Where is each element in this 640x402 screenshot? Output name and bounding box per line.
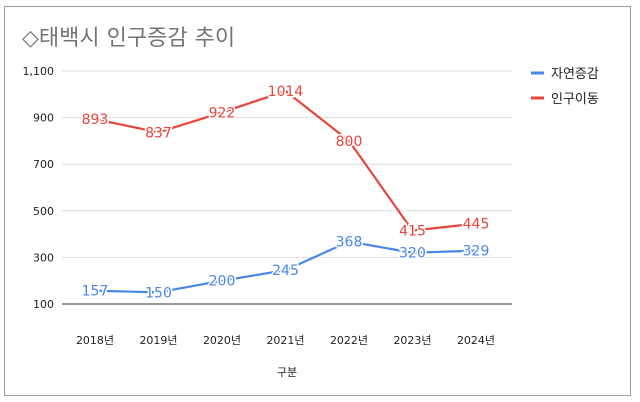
x-tick-label: 2020년 <box>203 334 241 347</box>
data-label: 157 <box>82 284 109 300</box>
legend-label: 자연증감 <box>551 67 599 82</box>
x-tick-label: 2022년 <box>330 334 368 347</box>
data-label: 445 <box>463 217 490 233</box>
x-tick-label: 2023년 <box>393 334 431 347</box>
data-label: 150 <box>145 285 172 301</box>
x-tick-label: 2021년 <box>266 334 304 347</box>
x-tick-label: 2019년 <box>139 334 177 347</box>
data-label: 893 <box>82 112 109 128</box>
y-tick-label: 900 <box>33 112 54 125</box>
legend-label: 인구이동 <box>551 92 599 107</box>
y-axis-ticks: 100 300 500 700 900 1,100 <box>23 65 55 311</box>
y-tick-label: 300 <box>33 251 54 264</box>
x-tick-label: 2018년 <box>76 334 114 347</box>
x-axis-ticks: 2018년 2019년 2020년 2021년 2022년 2023년 2024년 <box>76 334 495 347</box>
data-label: 320 <box>399 246 426 262</box>
gridlines <box>62 70 512 305</box>
series-lines <box>94 89 477 294</box>
data-label: 329 <box>463 244 490 260</box>
data-label: 200 <box>209 274 236 290</box>
data-label: 368 <box>336 235 363 251</box>
data-label: 245 <box>272 263 299 279</box>
series-line <box>94 240 477 294</box>
data-labels: 157 150 200 245 368 320 329 893 837 922 1014 800 415… <box>80 83 491 303</box>
data-label: 837 <box>145 125 172 141</box>
data-label: 922 <box>209 105 236 121</box>
x-axis-title: 구분 <box>277 366 297 379</box>
y-tick-label: 100 <box>33 298 54 311</box>
y-tick-label: 1,100 <box>23 65 55 78</box>
data-label: 800 <box>336 134 363 150</box>
y-tick-label: 700 <box>33 158 54 171</box>
data-label: 415 <box>399 224 426 240</box>
chart-title: ◇태백시 인구증감 추이 <box>22 26 236 51</box>
data-label: 1014 <box>268 84 304 100</box>
series-line <box>94 89 477 232</box>
x-tick-label: 2024년 <box>457 334 495 347</box>
y-tick-label: 500 <box>33 205 54 218</box>
